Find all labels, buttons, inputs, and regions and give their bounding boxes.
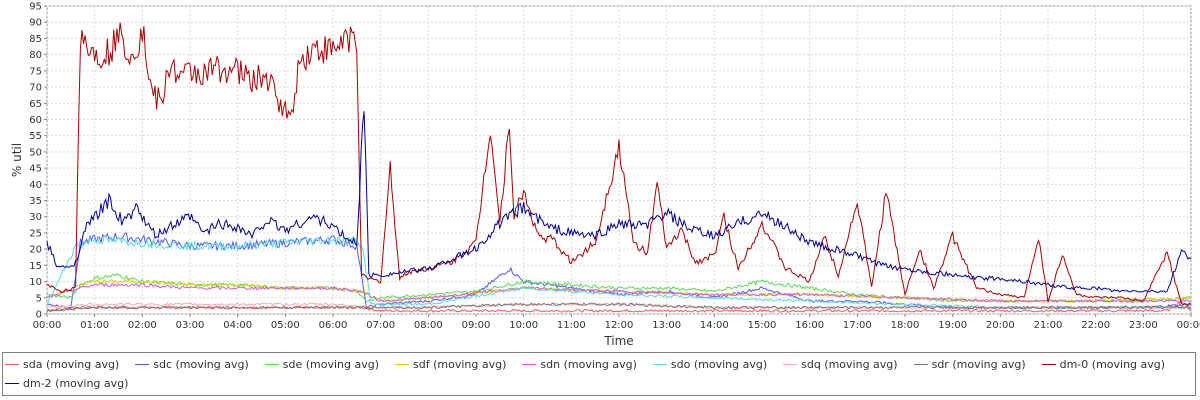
y-tick-label: 90 [29, 18, 42, 29]
y-tick-label: 20 [29, 245, 42, 256]
legend-label: sdn (moving avg) [540, 358, 637, 371]
chart-area: 0 5 10 15 20 25 30 35 40 45 50 55 60 65 70 75 80 85 90 95 00… [10, 2, 1200, 349]
x-tick-label: 09:00 [462, 320, 491, 331]
y-tick-label: 75 [29, 66, 42, 77]
x-tick-label: 14:00 [700, 320, 729, 331]
gridlines [46, 5, 1192, 315]
legend-item: sdf (moving avg) [395, 355, 506, 374]
legend-item: sda (moving avg) [5, 355, 119, 374]
legend: sda (moving avg) sdc (moving avg) sde (mov… [2, 352, 1196, 396]
axes: 0 5 10 15 20 25 30 35 40 45 50 55 60 65 70 75 80 85 90 95 00… [29, 2, 1200, 332]
x-tick-label: 20:00 [986, 320, 1015, 331]
legend-swatch [783, 364, 798, 365]
legend-item: dm-2 (moving avg) [5, 374, 128, 393]
x-tick-label: 15:00 [748, 320, 777, 331]
y-tick-label: 70 [29, 83, 42, 94]
x-tick-label: 05:00 [271, 320, 300, 331]
series-line-dm-0 [46, 22, 1192, 306]
legend-swatch [5, 383, 19, 384]
x-tick-label: 18:00 [891, 320, 920, 331]
x-tick-label: 00:00 [1177, 320, 1200, 331]
series-line-sdn [46, 282, 1192, 303]
y-tick-label: 85 [29, 34, 42, 45]
legend-label: dm-0 (moving avg) [1059, 358, 1166, 371]
legend-item: sdr (moving avg) [913, 355, 1026, 374]
y-tick-label: 60 [29, 115, 42, 126]
x-tick-label: 12:00 [605, 320, 634, 331]
x-tick-label: 01:00 [80, 320, 109, 331]
y-axis-label: % util [10, 143, 24, 177]
legend-label: sdo (moving avg) [670, 358, 768, 371]
x-tick-label: 10:00 [509, 320, 538, 331]
y-tick-label: 95 [29, 2, 42, 13]
x-tick-label: 13:00 [652, 320, 681, 331]
legend-item: sdc (moving avg) [135, 355, 249, 374]
x-tick-label: 22:00 [1081, 320, 1110, 331]
x-tick-label: 04:00 [223, 320, 252, 331]
legend-item: sdq (moving avg) [783, 355, 898, 374]
y-tick-label: 50 [29, 147, 42, 158]
series-line-sdr [46, 302, 1192, 313]
x-tick-label: 03:00 [176, 320, 205, 331]
legend-item: dm-0 (moving avg) [1041, 355, 1166, 374]
x-tick-label: 16:00 [795, 320, 824, 331]
x-tick-label: 11:00 [557, 320, 586, 331]
y-tick-label: 10 [29, 277, 42, 288]
legend-swatch [5, 364, 19, 365]
line-chart: 0 5 10 15 20 25 30 35 40 45 50 55 60 65 70 75 80 85 90 95 00… [10, 2, 1200, 349]
x-tick-label: 07:00 [366, 320, 395, 331]
legend-label: sdq (moving avg) [801, 358, 898, 371]
legend-label: sdf (moving avg) [413, 358, 507, 371]
legend-label: sda (moving avg) [23, 358, 120, 371]
legend-item: sdo (moving avg) [652, 355, 768, 374]
y-tick-label: 30 [29, 212, 42, 223]
legend-swatch [652, 364, 667, 365]
y-tick-label: 35 [29, 196, 42, 207]
y-tick-label: 40 [29, 180, 42, 191]
y-tick-label: 15 [29, 261, 42, 272]
x-tick-label: 19:00 [938, 320, 967, 331]
y-tick-label: 5 [36, 293, 42, 304]
x-tick-label: 06:00 [319, 320, 348, 331]
legend-label: sdc (moving avg) [153, 358, 249, 371]
legend-label: sde (moving avg) [282, 358, 380, 371]
x-tick-label: 17:00 [843, 320, 872, 331]
legend-label: sdr (moving avg) [931, 358, 1026, 371]
legend-item: sdn (moving avg) [522, 355, 637, 374]
legend-swatch [522, 364, 537, 365]
legend-item: sde (moving avg) [264, 355, 380, 374]
x-tick-label: 02:00 [128, 320, 157, 331]
y-tick-label: 45 [29, 164, 42, 175]
legend-label: dm-2 (moving avg) [23, 377, 129, 390]
x-tick-label: 08:00 [414, 320, 443, 331]
legend-swatch [1041, 364, 1056, 365]
y-tick-label: 0 [36, 310, 42, 321]
legend-swatch [395, 364, 410, 365]
y-tick-label: 25 [29, 228, 42, 239]
legend-swatch [264, 364, 279, 365]
series-line-dm-2 [46, 111, 1192, 294]
x-tick-label: 23:00 [1129, 320, 1158, 331]
x-tick-label: 00:00 [33, 320, 62, 331]
legend-swatch [135, 364, 150, 365]
series-lines [46, 22, 1192, 313]
y-tick-label: 55 [29, 131, 42, 142]
x-axis-label: Time [603, 334, 633, 348]
legend-swatch [913, 364, 928, 365]
x-tick-label: 21:00 [1034, 320, 1063, 331]
y-tick-label: 80 [29, 50, 42, 61]
y-tick-label: 65 [29, 99, 42, 110]
